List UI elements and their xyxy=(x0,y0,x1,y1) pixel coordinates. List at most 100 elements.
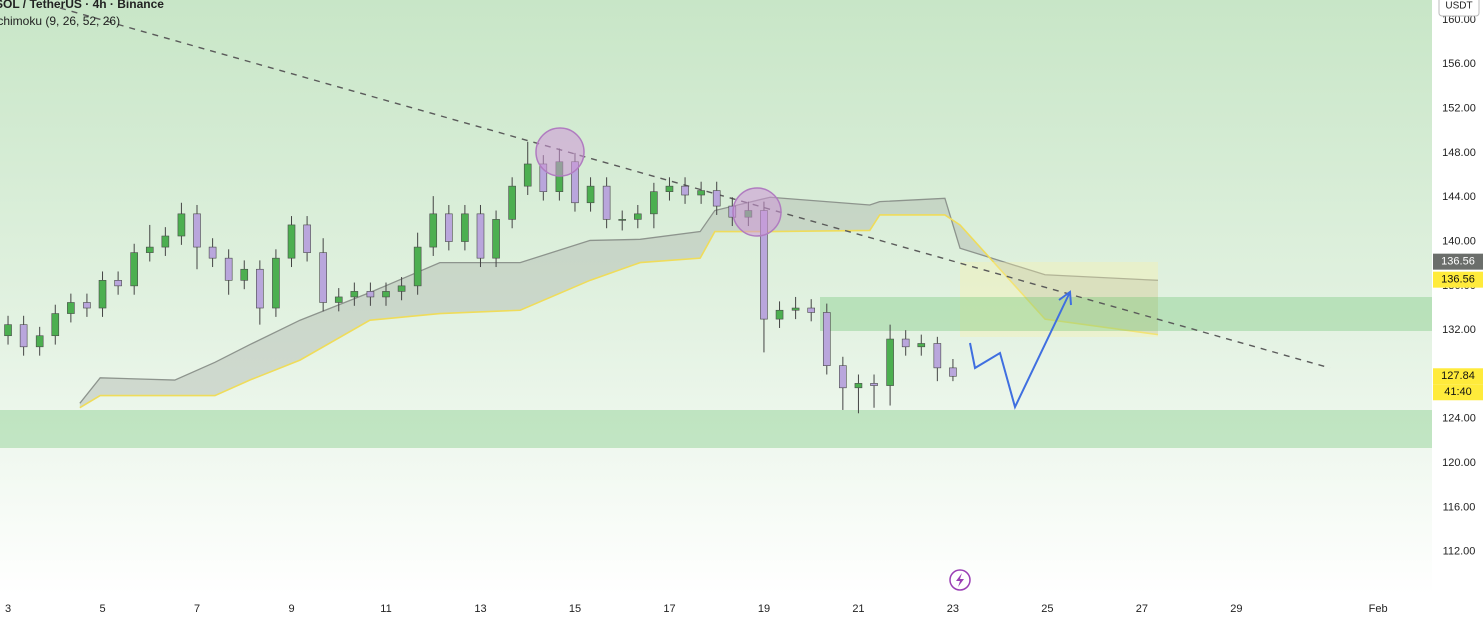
projection-arrowhead xyxy=(1058,290,1072,306)
candle-body xyxy=(193,213,201,248)
candle-body xyxy=(933,343,942,369)
candle-body xyxy=(240,268,249,281)
y-tick-label: 144.00 xyxy=(1442,191,1476,203)
cloud-upper-line xyxy=(79,196,1159,404)
candle-body xyxy=(256,268,264,309)
price-label: 136.56 xyxy=(1441,256,1475,268)
candle-body xyxy=(492,219,500,259)
price-label-box xyxy=(1433,271,1483,288)
candle-body xyxy=(854,383,863,389)
axes: 112.00116.00120.00124.00128.00132.00136.… xyxy=(5,14,1483,615)
candle-body xyxy=(839,365,847,389)
candle-body xyxy=(114,280,122,287)
candle-body xyxy=(634,213,642,220)
x-tick-label: Feb xyxy=(1369,603,1388,615)
countdown-label: 41:40 xyxy=(1444,386,1472,398)
candle-body xyxy=(224,257,233,281)
x-tick-label: 9 xyxy=(288,603,294,615)
candle-body xyxy=(145,246,154,253)
candle-body xyxy=(287,224,296,259)
time-axis-background xyxy=(0,595,1432,619)
candle-body xyxy=(334,296,343,303)
x-tick-label: 5 xyxy=(99,603,105,615)
x-tick-label: 7 xyxy=(194,603,200,615)
x-tick-label: 13 xyxy=(474,603,486,615)
candle-body xyxy=(382,291,390,298)
support-zone xyxy=(0,410,1432,448)
indicator-label: Ichimoku (9, 26, 52, 26) xyxy=(0,14,120,28)
candle-body xyxy=(4,324,12,337)
y-tick-label: 140.00 xyxy=(1442,235,1476,247)
x-tick-label: 15 xyxy=(569,603,581,615)
candle-body xyxy=(870,383,878,386)
x-tick-label: 19 xyxy=(758,603,770,615)
y-tick-label: 124.00 xyxy=(1442,413,1476,425)
candle-body xyxy=(19,324,28,348)
candle-body xyxy=(476,213,485,259)
countdown-box xyxy=(1433,384,1483,401)
x-tick-label: 29 xyxy=(1230,603,1242,615)
chart-title: SOL / TetherUS · 4h · Binance xyxy=(0,0,164,11)
candle-body xyxy=(98,280,107,309)
x-tick-label: 11 xyxy=(380,603,391,615)
candle-body xyxy=(366,291,375,298)
candle-body xyxy=(161,235,170,248)
candle-body xyxy=(665,185,674,192)
candle-body xyxy=(303,224,311,253)
currency-label: USDT xyxy=(1445,1,1472,12)
y-tick-label: 156.00 xyxy=(1442,58,1476,70)
candle-body xyxy=(445,213,453,242)
y-tick-label: 160.00 xyxy=(1442,14,1476,26)
trend-line xyxy=(59,7,1331,369)
price-label-box xyxy=(1433,368,1483,385)
candle-body xyxy=(886,338,894,386)
y-tick-label: 132.00 xyxy=(1442,324,1476,336)
candle-body xyxy=(791,307,800,311)
highlight-circle xyxy=(535,127,585,177)
candle-body xyxy=(35,335,44,348)
x-tick-label: 23 xyxy=(947,603,959,615)
price-label: 136.56 xyxy=(1441,274,1475,286)
candle-body xyxy=(618,219,627,221)
y-tick-label: 112.00 xyxy=(1443,546,1476,558)
ichimoku-cloud xyxy=(79,196,1159,409)
candle-body xyxy=(822,312,831,366)
price-axis-background xyxy=(1432,0,1483,619)
x-tick-label: 17 xyxy=(663,603,675,615)
candle-body xyxy=(681,185,689,196)
candle-body xyxy=(51,313,60,337)
candle-body xyxy=(523,163,532,187)
candle-body xyxy=(807,307,815,313)
candle-body xyxy=(602,185,611,220)
candle-body xyxy=(130,252,138,287)
candle-body xyxy=(67,302,75,314)
cloud-lower-line xyxy=(79,214,1159,409)
candle-body xyxy=(712,190,721,207)
candle-body xyxy=(775,309,784,320)
candle-body xyxy=(83,302,91,309)
candle-body xyxy=(177,213,186,237)
candle-body xyxy=(697,190,705,196)
x-tick-label: 25 xyxy=(1041,603,1053,615)
candle-body xyxy=(397,285,406,292)
y-tick-label: 116.00 xyxy=(1443,501,1476,513)
cloud-fill xyxy=(79,197,1158,408)
candle-body xyxy=(350,291,359,298)
candle-body xyxy=(208,246,217,259)
plot: SOL / TetherUS · 4h · Binance Ichimoku (… xyxy=(0,0,1432,591)
candle-body xyxy=(429,213,438,248)
y-tick-label: 152.00 xyxy=(1442,102,1476,114)
candle-body xyxy=(917,343,926,348)
candle-body xyxy=(413,246,422,287)
candle-body xyxy=(650,191,658,215)
x-tick-label: 21 xyxy=(852,603,864,615)
candle-body xyxy=(949,367,957,377)
y-tick-label: 148.00 xyxy=(1442,147,1476,159)
candle-body xyxy=(901,338,910,348)
currency-box xyxy=(1438,0,1480,17)
highlight-circle xyxy=(732,187,782,237)
resistance-zone xyxy=(820,297,1432,331)
projection-path xyxy=(969,291,1071,410)
plot-background xyxy=(0,0,1432,595)
candle-body xyxy=(508,185,516,220)
